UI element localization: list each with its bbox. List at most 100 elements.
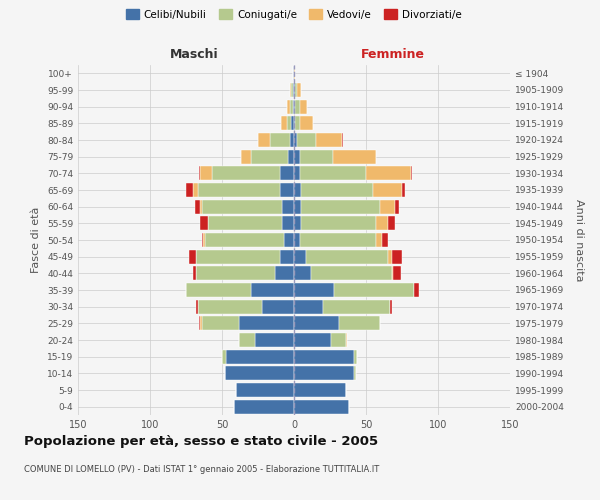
- Bar: [294, 200, 301, 214]
- Bar: [194, 200, 200, 214]
- Bar: [294, 116, 295, 130]
- Bar: [294, 333, 331, 347]
- Bar: [294, 83, 295, 97]
- Bar: [294, 316, 338, 330]
- Bar: [258, 133, 269, 147]
- Bar: [294, 133, 297, 147]
- Bar: [202, 233, 203, 247]
- Bar: [392, 266, 394, 280]
- Bar: [275, 266, 294, 280]
- Bar: [199, 166, 200, 180]
- Bar: [196, 266, 275, 280]
- Bar: [300, 233, 376, 247]
- Bar: [388, 216, 395, 230]
- Bar: [233, 400, 294, 414]
- Bar: [287, 100, 290, 114]
- Bar: [225, 366, 294, 380]
- Bar: [333, 150, 376, 164]
- Text: Maschi: Maschi: [170, 48, 219, 62]
- Bar: [305, 250, 388, 264]
- Bar: [291, 116, 294, 130]
- Bar: [394, 266, 401, 280]
- Bar: [189, 250, 196, 264]
- Bar: [294, 233, 300, 247]
- Bar: [300, 100, 307, 114]
- Bar: [203, 233, 205, 247]
- Bar: [288, 150, 294, 164]
- Bar: [355, 350, 358, 364]
- Bar: [212, 166, 280, 180]
- Bar: [226, 350, 294, 364]
- Bar: [290, 133, 294, 147]
- Bar: [346, 333, 347, 347]
- Bar: [200, 316, 202, 330]
- Bar: [373, 183, 402, 197]
- Bar: [251, 150, 288, 164]
- Bar: [331, 333, 346, 347]
- Bar: [186, 183, 193, 197]
- Bar: [236, 383, 294, 397]
- Bar: [323, 300, 391, 314]
- Y-axis label: Fasce di età: Fasce di età: [31, 207, 41, 273]
- Bar: [196, 300, 197, 314]
- Bar: [239, 333, 255, 347]
- Text: Popolazione per età, sesso e stato civile - 2005: Popolazione per età, sesso e stato civil…: [24, 435, 378, 448]
- Bar: [222, 350, 226, 364]
- Bar: [294, 400, 349, 414]
- Bar: [294, 183, 301, 197]
- Bar: [395, 200, 399, 214]
- Bar: [300, 150, 333, 164]
- Bar: [294, 100, 295, 114]
- Bar: [197, 300, 262, 314]
- Bar: [193, 183, 197, 197]
- Bar: [294, 166, 300, 180]
- Bar: [294, 383, 346, 397]
- Bar: [316, 133, 341, 147]
- Text: Femmine: Femmine: [361, 48, 425, 62]
- Bar: [291, 83, 293, 97]
- Bar: [355, 366, 356, 380]
- Bar: [294, 283, 334, 297]
- Bar: [269, 133, 290, 147]
- Bar: [297, 133, 316, 147]
- Bar: [290, 83, 291, 97]
- Bar: [297, 83, 301, 97]
- Bar: [239, 316, 294, 330]
- Bar: [294, 216, 301, 230]
- Bar: [197, 183, 280, 197]
- Bar: [334, 283, 413, 297]
- Bar: [376, 233, 382, 247]
- Bar: [295, 100, 300, 114]
- Bar: [376, 216, 388, 230]
- Bar: [294, 66, 295, 80]
- Bar: [280, 250, 294, 264]
- Bar: [295, 116, 300, 130]
- Bar: [301, 216, 376, 230]
- Bar: [300, 166, 366, 180]
- Y-axis label: Anni di nascita: Anni di nascita: [574, 198, 584, 281]
- Bar: [208, 216, 283, 230]
- Bar: [251, 283, 294, 297]
- Bar: [205, 233, 284, 247]
- Bar: [294, 350, 355, 364]
- Bar: [199, 316, 200, 330]
- Legend: Celibi/Nubili, Coniugati/e, Vedovi/e, Divorziati/e: Celibi/Nubili, Coniugati/e, Vedovi/e, Di…: [122, 5, 466, 24]
- Bar: [341, 133, 343, 147]
- Bar: [388, 250, 392, 264]
- Bar: [311, 266, 392, 280]
- Bar: [410, 166, 412, 180]
- Bar: [295, 83, 297, 97]
- Bar: [262, 300, 294, 314]
- Bar: [380, 200, 395, 214]
- Bar: [402, 183, 405, 197]
- Bar: [283, 216, 294, 230]
- Bar: [241, 150, 251, 164]
- Bar: [202, 316, 239, 330]
- Bar: [283, 200, 294, 214]
- Bar: [200, 200, 202, 214]
- Bar: [301, 200, 380, 214]
- Bar: [294, 300, 323, 314]
- Bar: [391, 300, 392, 314]
- Bar: [290, 100, 293, 114]
- Bar: [338, 316, 380, 330]
